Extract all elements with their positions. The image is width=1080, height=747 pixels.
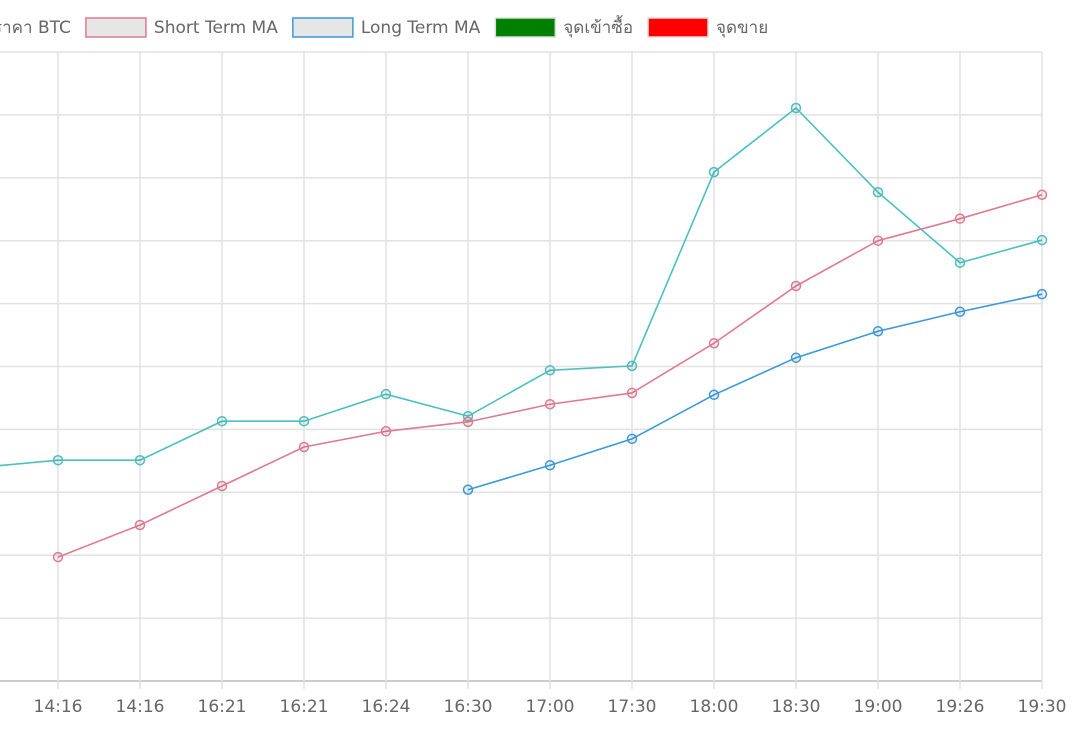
x-tick-label: 19:30 — [1018, 697, 1067, 717]
x-tick-label: 16:30 — [444, 697, 493, 717]
data-point — [544, 365, 556, 376]
data-point — [954, 306, 966, 318]
data-point — [954, 213, 966, 224]
data-point — [790, 102, 802, 114]
data-point — [872, 187, 884, 198]
data-point — [52, 454, 64, 466]
data-point — [708, 389, 720, 401]
x-tick-label: 18:30 — [772, 697, 821, 717]
data-point — [298, 415, 310, 427]
x-tick-label: 18:00 — [690, 697, 739, 717]
data-point — [462, 416, 474, 428]
x-tick-label: 17:30 — [608, 697, 657, 717]
data-point — [380, 388, 392, 400]
data-point — [544, 398, 556, 410]
x-tick-label: 16:21 — [280, 697, 329, 717]
x-tick-label: 14:16 — [34, 697, 83, 717]
data-point — [52, 551, 64, 563]
legend-label: จุดขาย — [716, 18, 768, 38]
data-point — [954, 257, 966, 268]
data-point — [1036, 189, 1048, 201]
data-point — [216, 480, 228, 492]
data-point — [462, 484, 474, 496]
data-point — [626, 387, 638, 399]
data-point — [134, 519, 146, 531]
data-point — [708, 337, 720, 349]
x-tick-label: 14:16 — [116, 697, 165, 717]
data-point — [626, 360, 638, 372]
data-point — [1036, 234, 1048, 246]
x-tick-label: 19:26 — [936, 697, 985, 717]
legend-swatch — [494, 17, 557, 38]
legend-label: Long Term MA — [361, 18, 481, 38]
legend-label: Short Term MA — [154, 18, 278, 38]
data-point — [298, 441, 310, 453]
x-tick-label: 17:00 — [526, 697, 575, 717]
data-point — [790, 280, 802, 292]
data-point — [626, 433, 638, 445]
data-point — [708, 166, 720, 178]
data-point — [544, 460, 556, 471]
data-point — [1036, 288, 1048, 300]
x-tick-label: 16:21 — [198, 697, 247, 717]
legend-swatch — [292, 17, 354, 38]
data-point — [216, 415, 228, 427]
data-point — [134, 454, 146, 466]
data-point — [790, 352, 802, 363]
data-point — [872, 326, 884, 337]
data-point — [380, 426, 392, 437]
series-line — [57, 194, 1043, 558]
x-tick-label: 16:24 — [362, 697, 411, 717]
x-tick-label: 19:00 — [854, 697, 903, 717]
legend-label: จุดเข้าซื้อ — [563, 15, 633, 38]
legend-swatch — [647, 17, 709, 38]
series-line — [467, 293, 1043, 491]
series-line — [0, 106, 1043, 467]
data-point — [872, 235, 884, 246]
legend-label: ราคา BTC — [0, 18, 71, 38]
legend-swatch — [85, 17, 147, 38]
